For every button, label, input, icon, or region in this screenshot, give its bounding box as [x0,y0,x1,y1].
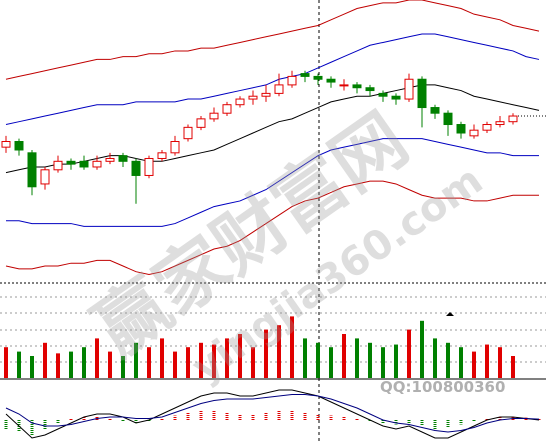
volume-bar [225,338,229,378]
volume-bar [446,342,450,378]
candle-body [417,78,427,109]
volume-bar [108,351,112,378]
volume-bar [95,338,99,378]
volume-bar [368,342,372,378]
line [5,0,540,80]
candle-body [144,157,154,176]
candle-body [1,141,11,148]
volume-bar [56,353,60,378]
candle-body [79,160,89,168]
candle-body [131,160,141,176]
candle-body [456,124,466,134]
volume-bar [511,356,515,378]
volume-bar [329,347,333,378]
volume-bar [498,347,502,378]
candle-body [469,129,479,137]
candle-body [261,92,271,97]
candle-body [40,169,50,185]
volume-bar [121,356,125,378]
candle-body [14,141,24,151]
candle-body [482,124,492,131]
candle-body [443,112,453,126]
volume-bar [433,338,437,378]
volume-bar [394,344,398,378]
line [5,33,540,126]
marker [446,312,454,316]
candle-body [287,75,297,86]
candle-body [391,95,401,100]
volume-bar [459,347,463,378]
line [5,84,540,174]
volume-bar [407,329,411,378]
candle-body [326,78,336,83]
candle-body [508,115,518,123]
volume-bar [82,347,86,378]
volume-bar [69,351,73,378]
volume-bar [277,325,281,378]
candle-body [300,73,310,77]
volume-bar [485,344,489,378]
volume-bar [147,347,151,378]
volume-bar [43,342,47,378]
candle-body [170,141,180,154]
volume-bar [251,347,255,378]
volume-bar [381,347,385,378]
volume-bar [30,356,34,378]
volume-bar [17,351,21,378]
candle-body [92,160,102,168]
volume-bar [212,344,216,378]
candle-body [183,126,193,140]
candle-body [365,87,375,92]
volume-bar [264,329,268,378]
line [5,389,540,439]
candle-body [53,160,63,171]
candle-body [274,84,284,94]
candle-body [105,157,115,162]
candle-body [157,152,167,159]
volume-bar [134,342,138,378]
candle-body [209,112,219,120]
candle-body [222,104,232,114]
volume-bar [290,316,294,378]
candle-body [27,152,37,188]
volume-bar [342,334,346,378]
volume-bar [303,338,307,378]
volume-bar [199,342,203,378]
candle-body [495,121,505,126]
candle-body [313,75,323,80]
candle-body [430,107,440,114]
line [5,394,540,433]
candle-body [352,84,362,89]
volume-bar [238,334,242,378]
volume-bar [186,347,190,378]
volume-bar [472,351,476,378]
candle-body [404,78,414,100]
line [5,180,539,276]
volume-bar [160,338,164,378]
candle-body [339,84,349,87]
volume-bar [420,320,424,378]
qq-label: QQ:100800360 [380,378,505,396]
volume-bar [173,351,177,378]
candle-body [235,98,245,106]
candle-body [196,118,206,128]
candle-body [118,155,128,162]
candle-body [378,92,388,97]
candle-body [66,160,76,165]
volume-bar [4,347,8,378]
volume-bar [355,338,359,378]
line [6,138,539,227]
volume-bar [316,342,320,378]
candle-body [248,95,258,100]
